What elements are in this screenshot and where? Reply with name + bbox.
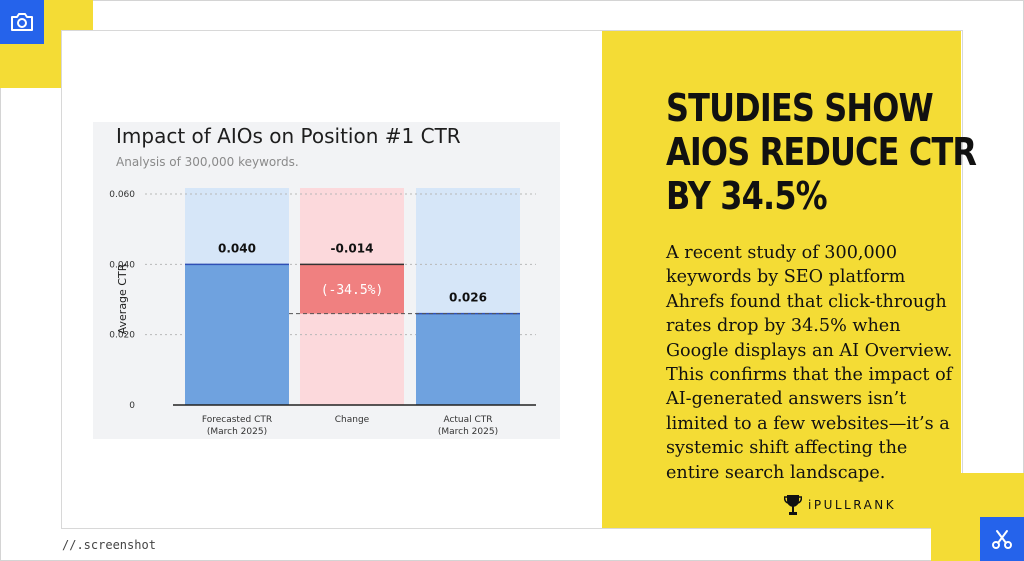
headline: STUDIES SHOW AIOS REDUCE CTR BY 34.5% [666, 86, 977, 218]
y-tick-label: 0 [129, 401, 135, 411]
x-tick-label: Actual CTR [443, 415, 492, 425]
body-paragraph: A recent study of 300,000 keywords by SE… [666, 243, 953, 483]
watermark-text: //.screenshot [62, 538, 156, 552]
x-tick-label: Change [335, 415, 370, 425]
bar-forecasted [185, 264, 289, 405]
brand-logo: iPULLRANK [784, 494, 896, 516]
chart-subtitle: Analysis of 300,000 keywords. [116, 155, 299, 169]
x-tick-label: (March 2025) [207, 427, 267, 437]
change-percent-label: (-34.5%) [321, 283, 384, 298]
y-axis-label: Average CTR [116, 263, 129, 334]
scissors-button[interactable] [980, 517, 1024, 561]
bar-actual [416, 313, 520, 405]
brand-name: iPULLRANK [808, 498, 897, 512]
y-tick-label: 0.040 [109, 260, 135, 270]
data-label: 0.040 [218, 241, 256, 255]
x-tick-label: (March 2025) [438, 427, 498, 437]
headline-line: STUDIES SHOW [666, 86, 934, 130]
data-label: 0.026 [449, 291, 487, 305]
x-tick-label: Forecasted CTR [202, 415, 272, 425]
camera-icon [11, 13, 33, 31]
y-tick-label: 0.060 [109, 190, 135, 200]
camera-button[interactable] [0, 0, 44, 44]
bar-change [300, 264, 404, 314]
headline-line: AIOS REDUCE CTR [666, 130, 977, 174]
ctr-bar-chart: 0 0.020 0.040 0.060 0.040 -0.014 (-34.5%) 0.026… [109, 188, 536, 437]
y-tick-label: 0.020 [109, 331, 135, 341]
chart-title: Impact of AIOs on Position #1 CTR [116, 124, 461, 148]
scissors-icon [992, 530, 1012, 549]
text-panel [602, 31, 961, 528]
data-label: -0.014 [331, 241, 374, 255]
headline-line: BY 34.5% [666, 174, 828, 218]
trophy-icon [784, 495, 802, 515]
